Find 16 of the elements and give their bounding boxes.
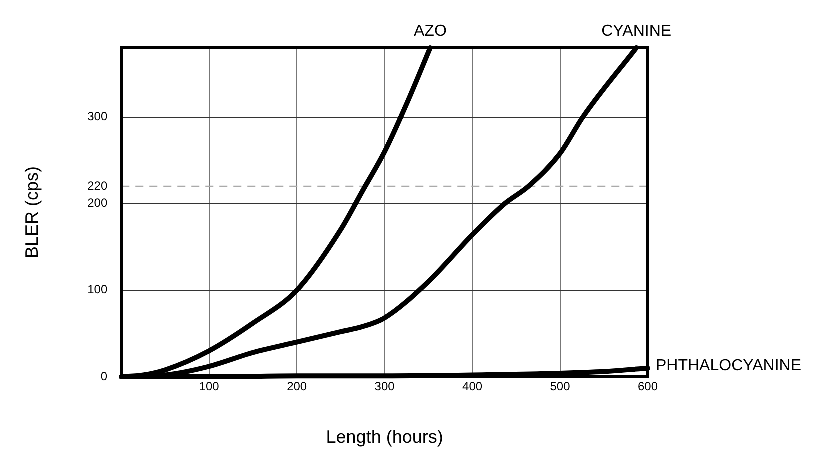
x-tick-label: 600 (638, 380, 658, 394)
x-tick-label: 100 (199, 380, 220, 394)
series-label: PHTHALOCYANINE (656, 357, 802, 374)
x-tick-label: 400 (462, 380, 483, 394)
y-tick-label: 220 (88, 178, 108, 193)
y-tick-label: 300 (88, 110, 108, 124)
y-tick-label: 100 (88, 282, 108, 297)
y-tick-label: 200 (88, 196, 108, 210)
y-tick-label: 0 (100, 369, 108, 384)
x-tick-label: 200 (287, 380, 308, 394)
x-axis-title: Length (hours) (326, 427, 444, 448)
x-tick-label: 300 (374, 380, 396, 394)
y-axis-title: BLER (cps) (22, 166, 42, 259)
series-label: CYANINE (602, 23, 672, 40)
series-label: AZO (414, 23, 447, 40)
x-tick-label: 500 (550, 380, 571, 394)
